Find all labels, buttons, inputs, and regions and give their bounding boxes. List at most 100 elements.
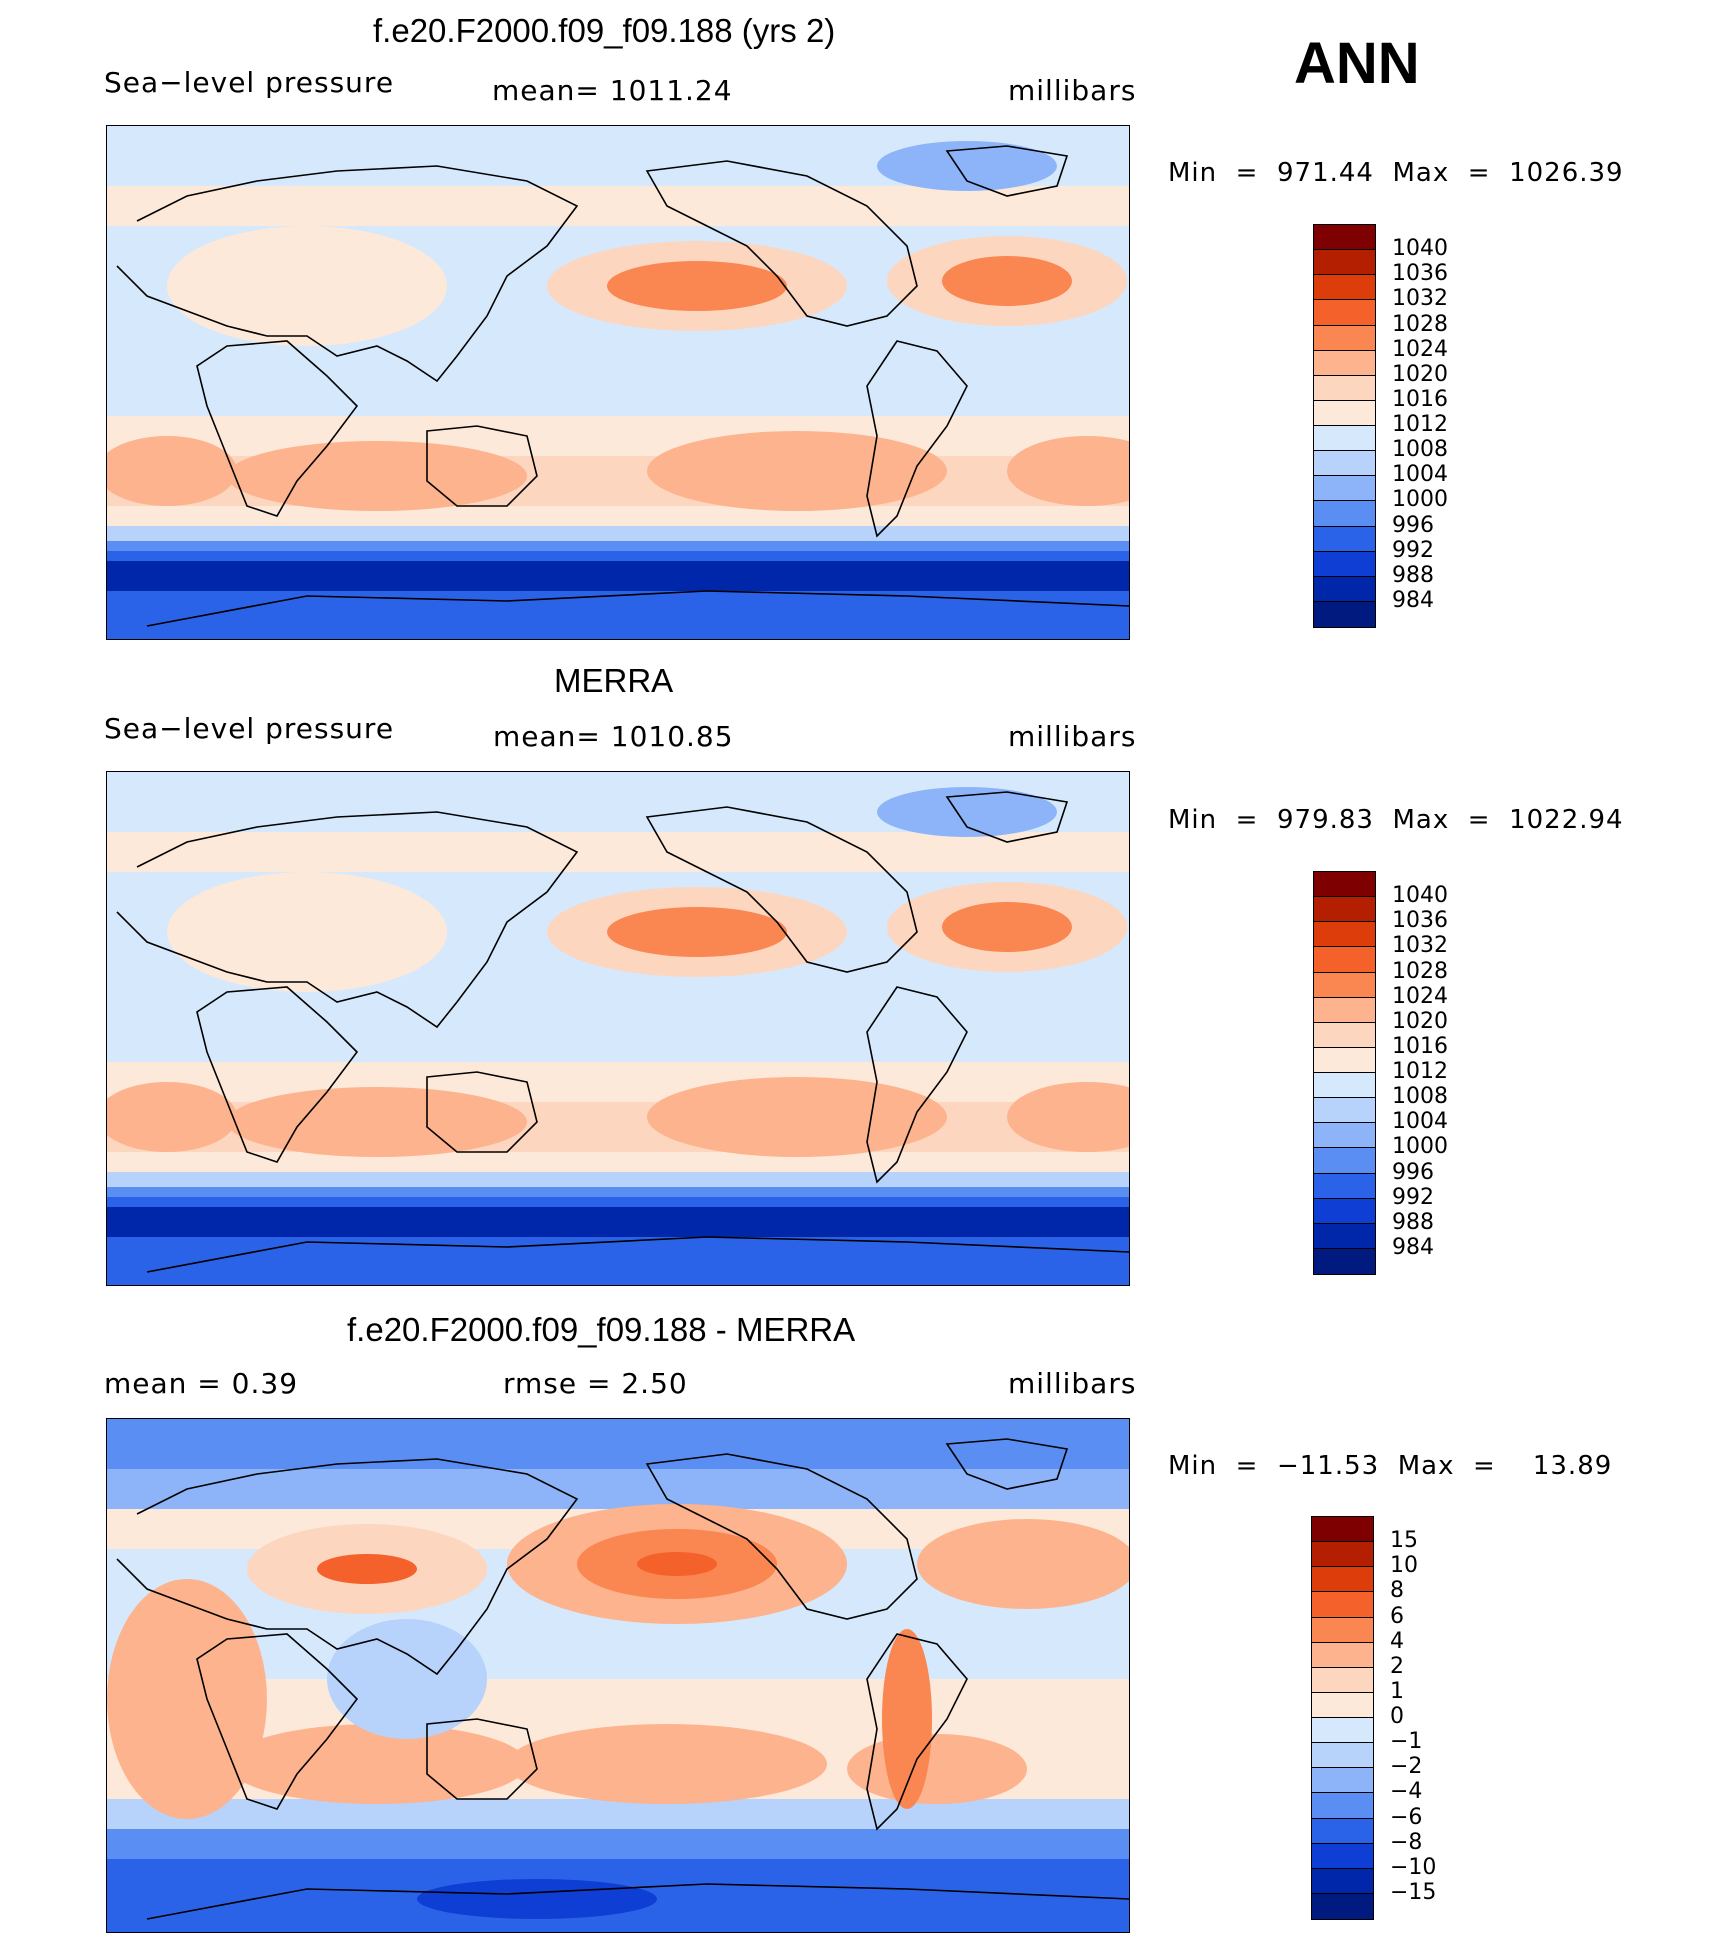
- coastline: [645, 1453, 918, 1620]
- colorbar-segment: [1314, 922, 1375, 948]
- colorbar-segment: [1314, 225, 1375, 251]
- mean-label: mean= 1010.85: [493, 720, 734, 753]
- colorbar-segment: [1314, 1022, 1375, 1048]
- map-panel: [106, 771, 1130, 1286]
- field-band: [107, 526, 1129, 541]
- colorbar-tick-label: 984: [1392, 587, 1434, 613]
- panel-title: f.e20.F2000.f09_f09.188 (yrs 2): [373, 12, 836, 49]
- colorbar-tick-label: 1008: [1392, 437, 1448, 463]
- colorbar-tick-label: 1028: [1392, 311, 1448, 337]
- field-contour: [167, 872, 447, 992]
- colorbar-segment: [1312, 1592, 1373, 1618]
- colorbar-segment: [1312, 1843, 1373, 1869]
- colorbar-segment: [1312, 1868, 1373, 1894]
- coastline: [945, 791, 1069, 843]
- field-contour: [507, 1724, 827, 1804]
- field-band: [107, 1829, 1129, 1859]
- colorbar-tick-label: 996: [1392, 1159, 1434, 1185]
- field-contour: [107, 1579, 267, 1819]
- coastline: [426, 1718, 538, 1800]
- field-contour: [167, 226, 447, 346]
- field-band: [107, 1187, 1129, 1197]
- field-band: [107, 1237, 1129, 1285]
- colorbar-tick-label: 1040: [1392, 236, 1448, 262]
- field-band: [107, 832, 1129, 872]
- field-band: [107, 591, 1129, 639]
- colorbar: [1311, 1516, 1374, 1920]
- field-contour: [647, 431, 947, 511]
- colorbar-segment: [1314, 501, 1375, 527]
- colorbar-tick-label: 992: [1392, 537, 1434, 563]
- coastline: [196, 340, 359, 517]
- field-contour: [882, 1629, 932, 1809]
- field-band: [107, 561, 1129, 591]
- colorbar-segment: [1314, 275, 1375, 301]
- colorbar-tick-label: 4: [1390, 1628, 1404, 1654]
- colorbar-segment: [1312, 1793, 1373, 1819]
- colorbar-tick-label: −1: [1390, 1729, 1423, 1755]
- colorbar-tick-label: −2: [1390, 1754, 1423, 1780]
- coastline: [146, 590, 1129, 627]
- field-contour: [107, 1082, 237, 1152]
- colorbar-segment: [1314, 872, 1375, 898]
- units-label: millibars: [1008, 1367, 1137, 1400]
- colorbar-segment: [1314, 997, 1375, 1023]
- field-band: [107, 551, 1129, 561]
- map-panel: [106, 125, 1130, 640]
- colorbar-tick-label: 1004: [1392, 1109, 1448, 1135]
- coastline: [196, 986, 359, 1163]
- field-band: [107, 541, 1129, 551]
- colorbar-segment: [1314, 526, 1375, 552]
- colorbar-tick-label: 1024: [1392, 983, 1448, 1009]
- colorbar-segment: [1314, 325, 1375, 351]
- colorbar: [1313, 224, 1376, 628]
- field-label: Sea−level pressure: [104, 66, 395, 99]
- field-band: [107, 506, 1129, 526]
- field-contour: [647, 1077, 947, 1157]
- colorbar-segment: [1314, 972, 1375, 998]
- field-band: [107, 1172, 1129, 1187]
- colorbar-segment: [1314, 1148, 1375, 1174]
- colorbar-tick-label: −10: [1390, 1854, 1437, 1880]
- map-panel: [106, 1418, 1130, 1933]
- colorbar-segment: [1314, 551, 1375, 577]
- colorbar-segment: [1314, 601, 1375, 627]
- colorbar-tick-label: 1024: [1392, 336, 1448, 362]
- season-label: ANN: [1294, 31, 1420, 96]
- colorbar-segment: [1314, 1173, 1375, 1199]
- coastline: [116, 811, 579, 1029]
- coastline: [645, 160, 918, 327]
- coastline: [645, 806, 918, 973]
- field-band: [107, 1469, 1129, 1509]
- rmse-label: rmse = 2.50: [503, 1367, 688, 1400]
- colorbar-tick-label: 1000: [1392, 1134, 1448, 1160]
- colorbar-segment: [1314, 1248, 1375, 1274]
- colorbar-segment: [1314, 1123, 1375, 1149]
- colorbar-segment: [1314, 451, 1375, 477]
- colorbar-tick-label: 992: [1392, 1184, 1434, 1210]
- field-contour: [1007, 436, 1129, 506]
- min-max-label: Min = 971.44 Max = 1026.39: [1168, 158, 1624, 188]
- colorbar-tick-label: 1016: [1392, 386, 1448, 412]
- min-max-label: Min = 979.83 Max = 1022.94: [1168, 805, 1624, 835]
- field-band: [107, 1062, 1129, 1102]
- colorbar-segment: [1314, 1098, 1375, 1124]
- field-contour: [227, 1724, 527, 1804]
- units-label: millibars: [1008, 74, 1137, 107]
- coastline: [945, 1438, 1069, 1490]
- coastline: [116, 1458, 579, 1676]
- field-band: [107, 1679, 1129, 1729]
- field-band: [107, 1207, 1129, 1237]
- colorbar-segment: [1314, 897, 1375, 923]
- coastline: [146, 1883, 1129, 1920]
- field-contour: [227, 1087, 527, 1157]
- field-band: [107, 416, 1129, 456]
- panel-title: MERRA: [554, 662, 674, 699]
- field-contour: [317, 1554, 417, 1584]
- mean-label: mean= 1011.24: [492, 74, 733, 107]
- colorbar-tick-label: 6: [1390, 1603, 1404, 1629]
- colorbar-tick-label: 1032: [1392, 286, 1448, 312]
- colorbar-tick-label: 1032: [1392, 933, 1448, 959]
- colorbar-segment: [1312, 1893, 1373, 1919]
- field-contour: [107, 436, 237, 506]
